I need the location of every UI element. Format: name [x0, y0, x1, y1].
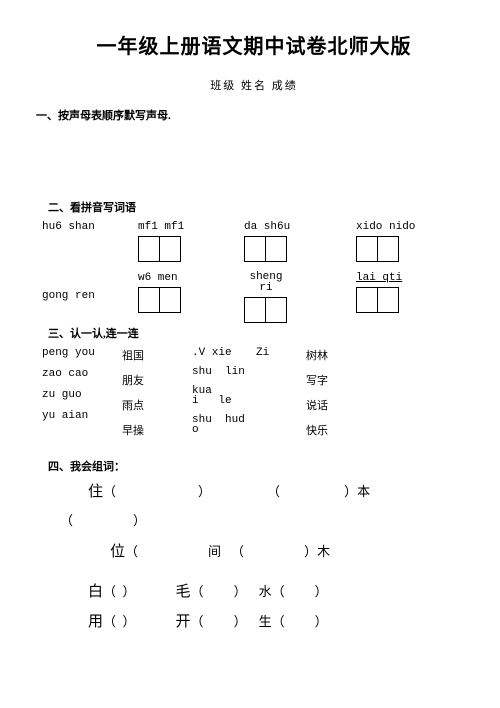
- pinyin: lai qti: [356, 272, 402, 284]
- s3-item: 快乐: [306, 422, 366, 438]
- section3-grid: peng you zao cao zu guo yu aian 祖国 朋友 雨点…: [42, 347, 460, 438]
- s4-char: 白: [88, 580, 103, 601]
- subtitle-a: 班级: [210, 80, 236, 92]
- s3-item: 早操: [122, 422, 192, 438]
- s4-row: 用（ ）开（）生（）: [88, 610, 460, 628]
- s3-item: 说话: [306, 397, 366, 413]
- s4-row: 位（间（）木: [110, 540, 460, 558]
- s4-char: 用: [88, 610, 103, 631]
- s3-item: 雨点: [122, 397, 192, 413]
- pinyin: w6 men: [138, 272, 178, 284]
- answer-boxes[interactable]: [138, 287, 181, 313]
- s3-item: .V xie: [192, 347, 256, 359]
- s4-row: （）: [60, 510, 460, 528]
- section4-heading: 四、我会组词：: [48, 458, 460, 474]
- pinyin: da sh6u: [244, 221, 290, 233]
- pinyin: gong ren: [42, 290, 95, 302]
- s4-row: 住（）（）本: [88, 480, 460, 498]
- s4-row: 白（ ）毛（）水（）: [88, 580, 460, 598]
- s3-item: Zi: [256, 347, 306, 359]
- s3-item: yu aian: [42, 410, 122, 422]
- section1-body: [48, 129, 460, 199]
- subtitle-b: 姓名: [241, 80, 267, 92]
- s3-item: 写字: [306, 372, 366, 388]
- s4-char: 位: [110, 540, 125, 561]
- s3-item: zu guo: [42, 389, 122, 401]
- s4-char: 开: [176, 610, 191, 631]
- answer-boxes[interactable]: [244, 236, 287, 262]
- section3-heading: 三、认一认,连一连: [48, 325, 460, 341]
- s3-item: [256, 368, 306, 380]
- pinyin: hu6 shan: [42, 221, 95, 233]
- section2-row2: gong ren w6 men shengri lai qti: [42, 272, 460, 323]
- subtitle: 班级 姓名 成绩: [48, 77, 460, 93]
- pinyin: xido nido: [356, 221, 415, 233]
- s3-item: peng you: [42, 347, 122, 359]
- answer-boxes[interactable]: [138, 236, 181, 262]
- subtitle-c: 成绩: [272, 80, 298, 92]
- answer-boxes[interactable]: [356, 287, 399, 313]
- s3-item: 祖国: [122, 347, 192, 363]
- s3-item: shu hudo: [192, 416, 256, 436]
- section1-heading: 一、按声母表顺序默写声母.: [36, 107, 460, 123]
- section2-heading: 二、看拼音写词语: [48, 199, 460, 215]
- pinyin: shengri: [244, 272, 288, 294]
- s3-item: 树林: [306, 347, 366, 363]
- answer-boxes[interactable]: [356, 236, 399, 262]
- s4-char: 毛: [176, 580, 191, 601]
- s4-char: 住: [88, 480, 103, 501]
- pinyin: mf1 mf1: [138, 221, 184, 233]
- s3-item: kuai le: [192, 387, 256, 407]
- s3-item: [256, 389, 306, 401]
- s3-item: [256, 410, 306, 422]
- section2-row1: hu6 shan mf1 mf1 da sh6u xido nido: [42, 221, 460, 262]
- s3-item: 朋友: [122, 372, 192, 388]
- s3-item: zao cao: [42, 368, 122, 380]
- s3-item: shu lin: [192, 368, 256, 378]
- answer-boxes[interactable]: [244, 297, 287, 323]
- page-title: 一年级上册语文期中试卷北师大版: [48, 30, 460, 59]
